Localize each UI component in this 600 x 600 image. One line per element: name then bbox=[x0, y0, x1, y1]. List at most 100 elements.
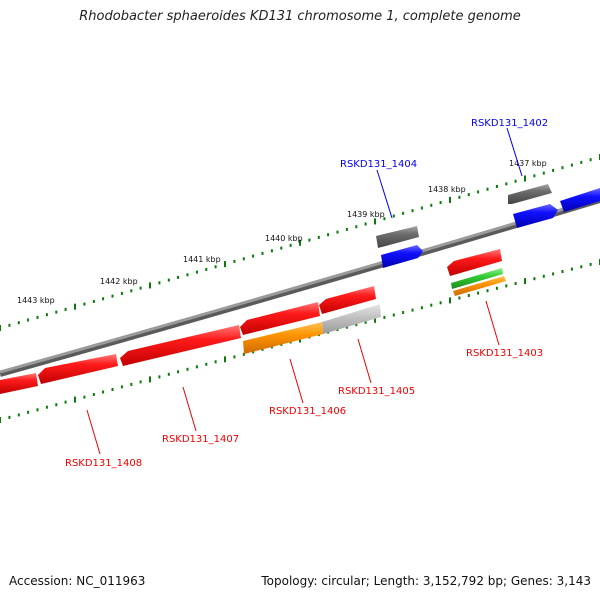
scale-minor-tick bbox=[542, 171, 545, 175]
reverse-strand-features bbox=[0, 249, 506, 394]
scale-major-tick bbox=[74, 303, 76, 310]
gene-feature-1403-green[interactable] bbox=[451, 268, 503, 289]
scale-minor-tick bbox=[570, 163, 573, 167]
gene-feature-1402[interactable] bbox=[513, 204, 558, 228]
gene-feature-1404-gray[interactable] bbox=[376, 226, 419, 248]
scale-minor-tick bbox=[411, 209, 414, 213]
gene-feature-1405-red[interactable] bbox=[319, 286, 376, 314]
scale-minor-tick bbox=[289, 243, 292, 247]
scale-major-tick bbox=[224, 261, 226, 268]
scale-minor-tick bbox=[552, 272, 555, 276]
scale-minor-tick bbox=[580, 265, 583, 269]
scale-minor-tick bbox=[495, 286, 498, 290]
scale-label: 1442 kbp bbox=[100, 277, 138, 286]
gene-label-rskd131-1404[interactable]: RSKD131_1404 bbox=[340, 159, 417, 170]
scale-minor-tick bbox=[17, 321, 20, 325]
leader-line bbox=[182, 386, 197, 432]
leader-line bbox=[86, 409, 101, 455]
gene-feature-1403[interactable] bbox=[447, 249, 502, 276]
scale-minor-tick bbox=[120, 291, 123, 295]
scale-minor-tick bbox=[420, 206, 423, 210]
chromosome-backbone[interactable] bbox=[0, 196, 600, 374]
scale-minor-tick bbox=[36, 408, 39, 412]
gene-feature-1407[interactable] bbox=[120, 325, 241, 366]
scale-minor-tick bbox=[561, 270, 564, 273]
inner-scale-ticks bbox=[0, 259, 600, 423]
scale-minor-tick bbox=[589, 158, 592, 162]
scale-minor-tick bbox=[570, 267, 573, 271]
gene-feature-1404[interactable] bbox=[381, 245, 423, 268]
scale-minor-tick bbox=[402, 311, 405, 314]
scale-minor-tick bbox=[158, 375, 161, 379]
scale-minor-tick bbox=[514, 282, 517, 285]
scale-minor-tick bbox=[486, 289, 489, 293]
scale-minor-tick bbox=[345, 227, 348, 231]
scale-minor-tick bbox=[402, 211, 405, 215]
gene-feature-1402-gray[interactable] bbox=[508, 184, 552, 204]
label-leader-lines bbox=[86, 127, 523, 455]
gene-feature-1406[interactable] bbox=[243, 322, 323, 354]
genome-summary: Topology: circular; Length: 3,152,792 bp… bbox=[261, 574, 591, 588]
gene-feature-1401[interactable] bbox=[560, 188, 600, 212]
scale-minor-tick bbox=[589, 262, 592, 266]
scale-minor-tick bbox=[270, 249, 273, 253]
scale-minor-tick bbox=[139, 286, 142, 290]
scale-minor-tick bbox=[439, 201, 442, 205]
scale-minor-tick bbox=[420, 306, 423, 310]
scale-major-tick bbox=[449, 297, 451, 304]
scale-minor-tick bbox=[55, 310, 58, 314]
scale-minor-tick bbox=[177, 275, 180, 279]
gene-label-rskd131-1405[interactable]: RSKD131_1405 bbox=[338, 386, 415, 397]
scale-major-tick bbox=[0, 325, 1, 331]
scale-minor-tick bbox=[233, 355, 236, 359]
scale-major-tick bbox=[374, 218, 376, 225]
gene-label-rskd131-1407[interactable]: RSKD131_1407 bbox=[162, 434, 239, 445]
scale-major-tick bbox=[299, 239, 301, 246]
scale-minor-tick bbox=[83, 395, 86, 399]
scale-minor-tick bbox=[261, 347, 264, 351]
gene-feature-1406-red[interactable] bbox=[240, 302, 320, 335]
gene-label-rskd131-1408[interactable]: RSKD131_1408 bbox=[65, 458, 142, 469]
gene-feature-1409[interactable] bbox=[0, 373, 38, 394]
scale-label: 1441 kbp bbox=[183, 255, 221, 264]
gene-labels: RSKD131_1402 RSKD131_1404 RSKD131_1403 R… bbox=[65, 118, 548, 469]
scale-minor-tick bbox=[242, 257, 245, 261]
scale-minor-tick bbox=[83, 302, 86, 306]
gene-feature-1403-orange[interactable] bbox=[453, 276, 506, 296]
scale-minor-tick bbox=[308, 238, 311, 242]
scale-minor-tick bbox=[158, 281, 161, 285]
gene-label-rskd131-1403[interactable]: RSKD131_1403 bbox=[466, 348, 543, 359]
gene-feature-1408[interactable] bbox=[38, 354, 118, 384]
scale-minor-tick bbox=[495, 185, 498, 188]
scale-minor-tick bbox=[120, 385, 123, 389]
scale-minor-tick bbox=[392, 313, 395, 317]
scale-minor-tick bbox=[45, 405, 48, 409]
scale-minor-tick bbox=[139, 380, 142, 384]
scale-minor-tick bbox=[458, 195, 461, 199]
scale-minor-tick bbox=[130, 382, 133, 386]
scale-major-tick bbox=[449, 196, 451, 203]
gene-label-rskd131-1402[interactable]: RSKD131_1402 bbox=[471, 118, 548, 129]
scale-minor-tick bbox=[355, 225, 358, 229]
scale-minor-tick bbox=[17, 413, 20, 417]
scale-minor-tick bbox=[242, 352, 245, 356]
gene-label-rskd131-1406[interactable]: RSKD131_1406 bbox=[269, 406, 346, 417]
scale-minor-tick bbox=[233, 259, 236, 263]
scale-minor-tick bbox=[195, 365, 198, 369]
scale-minor-tick bbox=[580, 160, 583, 164]
scale-label: 1440 kbp bbox=[265, 234, 303, 243]
scale-minor-tick bbox=[252, 350, 255, 354]
scale-minor-tick bbox=[8, 323, 11, 327]
scale-label: 1438 kbp bbox=[428, 185, 466, 194]
leader-line bbox=[485, 300, 500, 346]
gene-feature-1405[interactable] bbox=[322, 304, 381, 334]
scale-minor-tick bbox=[458, 296, 461, 300]
scale-major-tick bbox=[0, 417, 1, 423]
scale-minor-tick bbox=[252, 254, 255, 258]
scale-minor-tick bbox=[186, 273, 189, 277]
scale-minor-tick bbox=[102, 390, 105, 394]
scale-minor-tick bbox=[542, 274, 545, 278]
scale-minor-tick bbox=[8, 415, 11, 419]
